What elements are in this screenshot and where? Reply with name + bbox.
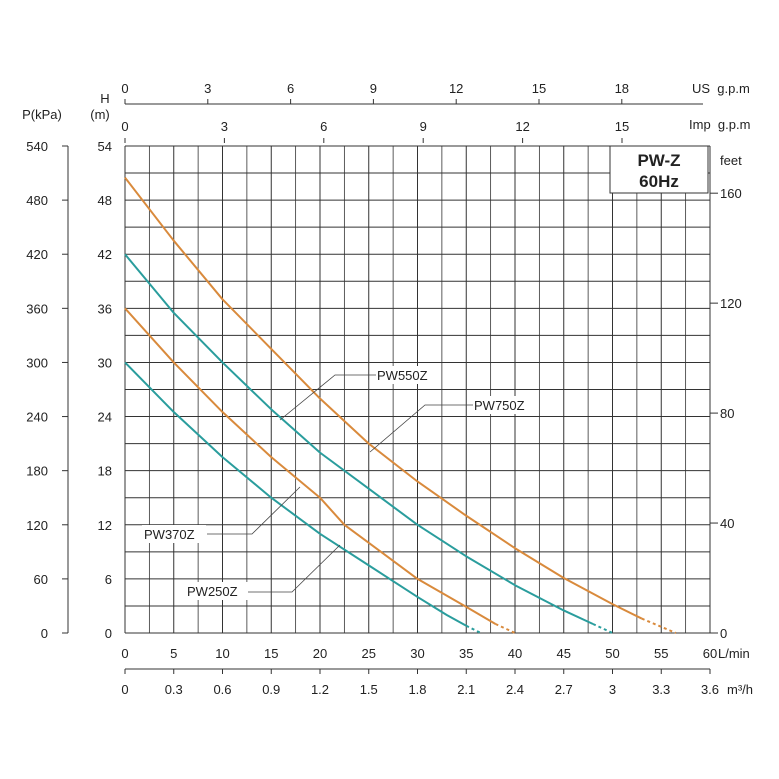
h-axis-unit: (m) — [90, 107, 110, 122]
m3h-tick-label: 2.4 — [506, 682, 524, 697]
x-tick-label: 10 — [215, 646, 229, 661]
y-tick-label: 30 — [98, 355, 112, 370]
m3h-tick-label: 2.1 — [457, 682, 475, 697]
us-gpm-tick-label: 12 — [449, 81, 463, 96]
x-tick-label: 35 — [459, 646, 473, 661]
p-tick-label: 180 — [26, 464, 48, 479]
us-gpm-label: US g.p.m — [692, 81, 750, 96]
m3h-tick-label: 0.9 — [262, 682, 280, 697]
curve-pw550z — [124, 253, 594, 625]
imp-gpm-label: Imp g.p.m — [689, 117, 750, 132]
m3h-tick-label: 1.8 — [408, 682, 426, 697]
x-tick-label: 55 — [654, 646, 668, 661]
axes: 0612182430364248540601201802403003604204… — [26, 81, 741, 697]
p-tick-label: 540 — [26, 139, 48, 154]
feet-tick-label: 160 — [720, 186, 742, 201]
title-box: PW-Z 60Hz — [609, 145, 709, 194]
curve-pw370z — [124, 307, 497, 625]
curves — [124, 176, 677, 634]
m3h-tick-label: 1.2 — [311, 682, 329, 697]
x-tick-label: 50 — [605, 646, 619, 661]
x-tick-label: 30 — [410, 646, 424, 661]
x-tick-label: 5 — [170, 646, 177, 661]
y-tick-label: 48 — [98, 193, 112, 208]
curve-dashed-pw250z — [465, 624, 482, 634]
imp-gpm-tick-label: 12 — [515, 119, 529, 134]
p-tick-label: 120 — [26, 518, 48, 533]
chart-subtitle: 60Hz — [639, 172, 679, 191]
us-gpm-tick-label: 18 — [615, 81, 629, 96]
curve-dashed-pw750z — [641, 617, 677, 634]
feet-tick-label: 0 — [720, 626, 727, 641]
x-tick-label: 20 — [313, 646, 327, 661]
y-tick-label: 42 — [98, 247, 112, 262]
p-tick-label: 300 — [26, 355, 48, 370]
feet-tick-label: 80 — [720, 406, 734, 421]
y-tick-label: 0 — [105, 626, 112, 641]
imp-gpm-tick-label: 3 — [221, 119, 228, 134]
feet-axis-label: feet — [720, 153, 742, 168]
x-tick-label: 25 — [362, 646, 376, 661]
m3h-tick-label: 1.5 — [360, 682, 378, 697]
p-tick-label: 360 — [26, 301, 48, 316]
p-axis-label: P(kPa) — [22, 107, 62, 122]
y-tick-label: 24 — [98, 410, 112, 425]
y-tick-label: 54 — [98, 139, 112, 154]
label-pw250z: PW250Z — [187, 584, 238, 599]
feet-tick-label: 120 — [720, 296, 742, 311]
x-tick-label: 60 — [703, 646, 717, 661]
feet-tick-label: 40 — [720, 516, 734, 531]
y-tick-label: 12 — [98, 518, 112, 533]
m3h-tick-label: 3 — [609, 682, 616, 697]
imp-gpm-tick-label: 6 — [320, 119, 327, 134]
h-axis-label: H — [100, 91, 109, 106]
us-gpm-tick-label: 0 — [121, 81, 128, 96]
m3h-tick-label: 0.6 — [213, 682, 231, 697]
x-tick-label: 15 — [264, 646, 278, 661]
series-labels: PW550Z PW750Z PW370Z PW250Z — [142, 366, 534, 600]
us-gpm-tick-label: 3 — [204, 81, 211, 96]
y-tick-label: 18 — [98, 464, 112, 479]
p-tick-label: 240 — [26, 410, 48, 425]
label-pw750z: PW750Z — [474, 398, 525, 413]
curve-pw250z — [124, 361, 467, 627]
p-tick-label: 480 — [26, 193, 48, 208]
p-tick-label: 60 — [34, 572, 48, 587]
chart-title: PW-Z — [637, 151, 680, 170]
m3h-axis-label: m³/h — [727, 682, 753, 697]
us-gpm-tick-label: 15 — [532, 81, 546, 96]
m3h-tick-label: 3.6 — [701, 682, 719, 697]
p-tick-label: 0 — [41, 626, 48, 641]
m3h-tick-label: 2.7 — [555, 682, 573, 697]
x-tick-label: 0 — [121, 646, 128, 661]
us-gpm-tick-label: 9 — [370, 81, 377, 96]
m3h-tick-label: 0.3 — [165, 682, 183, 697]
x-tick-label: 45 — [557, 646, 571, 661]
label-pw550z: PW550Z — [377, 368, 428, 383]
m3h-tick-label: 0 — [121, 682, 128, 697]
p-tick-label: 420 — [26, 247, 48, 262]
label-pw370z: PW370Z — [144, 527, 195, 542]
y-tick-label: 6 — [105, 572, 112, 587]
curve-pw750z — [124, 176, 643, 620]
imp-gpm-tick-label: 0 — [121, 119, 128, 134]
x-axis-label: L/min — [718, 646, 750, 661]
m3h-tick-label: 3.3 — [652, 682, 670, 697]
curve-dashed-pw370z — [495, 623, 516, 634]
us-gpm-tick-label: 6 — [287, 81, 294, 96]
imp-gpm-tick-label: 15 — [615, 119, 629, 134]
x-tick-label: 40 — [508, 646, 522, 661]
curve-dashed-pw550z — [592, 623, 613, 634]
grid — [124, 145, 711, 634]
y-tick-label: 36 — [98, 301, 112, 316]
imp-gpm-tick-label: 9 — [420, 119, 427, 134]
